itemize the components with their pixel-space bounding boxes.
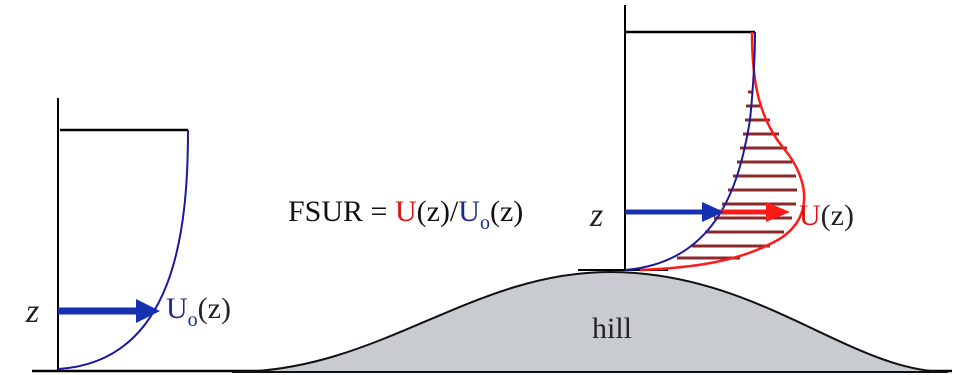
formula-numerator-arg: (z)/ bbox=[417, 195, 459, 228]
formula-lhs: FSUR = bbox=[288, 195, 395, 228]
upstream-velocity-label: Uo(z) bbox=[166, 292, 231, 331]
upstream-profile: z Uo(z) bbox=[25, 98, 231, 371]
hilltop-upstream-curve bbox=[624, 31, 756, 271]
formula-denominator-arg: (z) bbox=[490, 195, 523, 228]
formula-denominator-symbol: U bbox=[458, 195, 480, 228]
hill-label: hill bbox=[592, 312, 632, 345]
fsur-formula: FSUR = U(z)/Uo(z) bbox=[288, 195, 523, 234]
upstream-z-label: z bbox=[25, 293, 39, 330]
upstream-velocity-arrowhead bbox=[136, 299, 160, 323]
hill-shape bbox=[231, 270, 949, 373]
upstream-velocity-symbol: U bbox=[166, 292, 188, 325]
upstream-velocity-subscript: o bbox=[188, 309, 198, 331]
formula-numerator-symbol: U bbox=[395, 195, 417, 228]
upstream-velocity-arg: (z) bbox=[198, 292, 231, 325]
hilltop-upstream-arrowhead bbox=[702, 202, 724, 222]
speedup-arrowhead bbox=[766, 202, 790, 222]
hilltop-profile: z U(z) bbox=[578, 5, 854, 272]
hilltop-z-label: z bbox=[589, 197, 603, 234]
speedup-velocity-symbol: U bbox=[799, 199, 821, 232]
speedup-hatch bbox=[677, 90, 797, 260]
speedup-velocity-arg: (z) bbox=[821, 199, 854, 232]
upstream-velocity-curve bbox=[57, 129, 189, 370]
speedup-velocity-curve bbox=[639, 31, 806, 272]
speedup-velocity-label: U(z) bbox=[799, 199, 854, 232]
formula-denominator-subscript: o bbox=[480, 212, 490, 234]
